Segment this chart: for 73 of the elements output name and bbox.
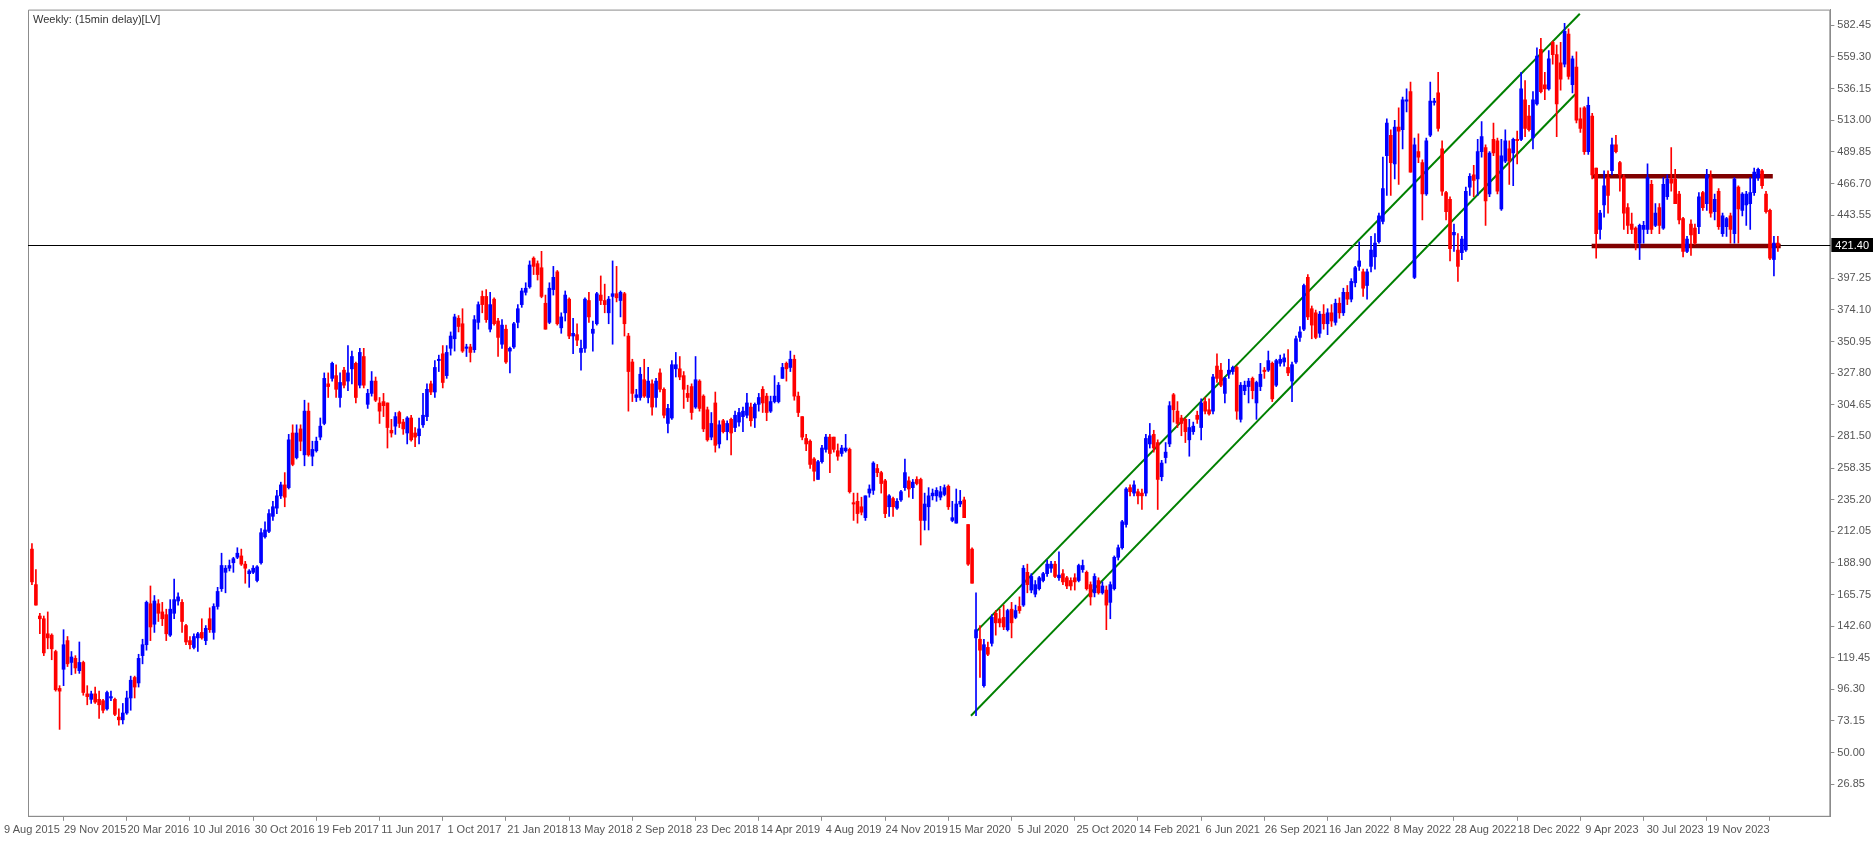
y-tick-label: 235.20 <box>1837 492 1872 505</box>
chart-title: Weekly: (15min delay)[LV] <box>33 13 161 26</box>
candlestick <box>978 625 982 678</box>
y-tick-label: 304.65 <box>1837 397 1872 410</box>
x-tick-label: 19 Feb 2017 <box>317 823 379 836</box>
x-tick-label: 16 Jan 2022 <box>1328 823 1390 836</box>
y-tick-label: 397.25 <box>1837 271 1872 284</box>
x-tick-label: 23 Dec 2018 <box>695 823 759 836</box>
y-tick-label: 489.85 <box>1837 144 1872 157</box>
y-tick-label: 513.00 <box>1837 113 1872 126</box>
y-tick-label: 582.45 <box>1837 18 1872 31</box>
x-tick-label: 9 Aug 2015 <box>4 823 60 836</box>
x-tick-label: 25 Oct 2020 <box>1076 823 1137 836</box>
y-tick-label: 50.00 <box>1837 745 1865 758</box>
candlestick <box>950 500 955 523</box>
x-tick-label: 29 Nov 2015 <box>63 823 127 836</box>
candlestick <box>1515 130 1519 165</box>
x-tick-label: 28 Aug 2022 <box>1454 823 1517 836</box>
candlestick <box>326 372 331 398</box>
y-tick-label: 281.50 <box>1837 429 1872 442</box>
x-tick-label: 14 Feb 2021 <box>1138 823 1201 836</box>
candlestick <box>571 317 575 355</box>
y-tick-label: 119.45 <box>1837 650 1871 663</box>
y-tick-label: 536.15 <box>1837 81 1872 94</box>
x-tick-label: 2 Sep 2018 <box>635 823 693 836</box>
y-tick-label: 374.10 <box>1837 302 1872 315</box>
y-tick-label: 96.30 <box>1837 682 1865 695</box>
candlestick <box>196 632 200 652</box>
y-tick-label: 142.60 <box>1837 619 1872 632</box>
x-tick-label: 6 Jun 2021 <box>1205 823 1260 836</box>
x-tick-label: 30 Oct 2016 <box>254 823 315 836</box>
ref-line-label: 421.40 <box>1835 238 1870 251</box>
x-tick-label: 20 Mar 2016 <box>127 823 190 836</box>
x-tick-label: 10 Jul 2016 <box>193 823 250 836</box>
candlestick <box>575 323 579 346</box>
candlestick <box>247 569 252 588</box>
candlestick <box>1057 551 1061 581</box>
candlestick <box>1286 349 1290 376</box>
x-tick-label: 8 May 2022 <box>1393 823 1452 836</box>
y-tick-label: 327.80 <box>1837 366 1872 379</box>
x-tick-label: 30 Jul 2023 <box>1646 823 1704 836</box>
y-tick-label: 212.05 <box>1837 524 1872 537</box>
y-tick-label: 26.85 <box>1837 777 1865 790</box>
candlestick <box>1471 164 1476 198</box>
candlestick <box>1452 223 1456 252</box>
x-tick-label: 26 Sep 2021 <box>1264 823 1328 836</box>
x-tick-label: 19 Nov 2023 <box>1707 823 1770 836</box>
y-tick-label: 258.35 <box>1837 461 1872 474</box>
y-tick-label: 73.15 <box>1837 714 1865 727</box>
y-tick-label: 466.70 <box>1837 176 1872 189</box>
x-tick-label: 9 Apr 2023 <box>1585 823 1639 836</box>
candlestick <box>1140 488 1144 510</box>
candlestick <box>974 592 978 717</box>
candlestick <box>346 345 350 391</box>
x-tick-label: 5 Jul 2020 <box>1017 823 1069 836</box>
x-tick-label: 13 May 2018 <box>568 823 633 836</box>
candlestick <box>1776 236 1780 252</box>
x-tick-label: 4 Aug 2019 <box>825 823 882 836</box>
y-tick-label: 350.95 <box>1837 334 1872 347</box>
y-tick-label: 559.30 <box>1837 50 1872 63</box>
candlestick <box>1396 107 1401 185</box>
y-tick-label: 443.55 <box>1837 208 1872 221</box>
x-tick-label: 24 Nov 2019 <box>885 823 948 836</box>
candlestick <box>199 618 204 640</box>
x-tick-label: 15 Mar 2020 <box>949 823 1011 836</box>
y-tick-label: 165.75 <box>1837 587 1872 600</box>
candlestick <box>97 690 101 719</box>
x-tick-label: 18 Dec 2022 <box>1517 823 1580 836</box>
y-tick-label: 188.90 <box>1837 555 1872 568</box>
x-tick-label: 11 Jun 2017 <box>381 823 442 836</box>
x-tick-label: 14 Apr 2019 <box>760 823 821 836</box>
x-tick-label: 1 Oct 2017 <box>447 823 502 836</box>
x-tick-label: 21 Jan 2018 <box>507 823 568 836</box>
